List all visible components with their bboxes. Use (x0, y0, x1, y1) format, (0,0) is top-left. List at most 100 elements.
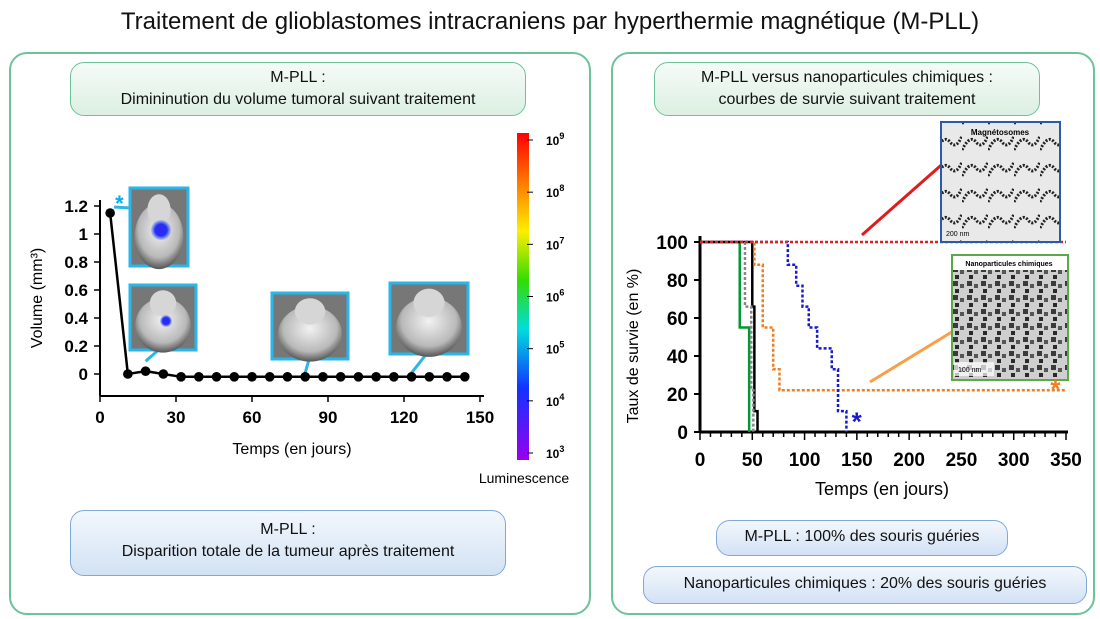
luminescence-spot (160, 315, 172, 327)
survival-significance-star: * (852, 407, 863, 437)
survival-x-tick-label: 150 (841, 450, 873, 471)
survival-x-tick-label: 200 (893, 450, 925, 471)
survival-series-line (700, 240, 1066, 392)
mouse-head (147, 194, 171, 226)
result-box-mpll: M-PLL : 100% des souris guéries (716, 520, 1008, 556)
survival-x-tick-label: 100 (789, 450, 821, 471)
right-header-line2: courbes de survie suivant traitement (718, 91, 976, 108)
volume-data-point (442, 372, 452, 382)
left-header-box: M-PLL : Dimininution du volume tumoral s… (70, 62, 526, 116)
mouse-luminescence-image (128, 186, 190, 270)
survival-y-tick-label: 60 (667, 309, 688, 330)
mouse-luminescence-image (388, 281, 470, 357)
survival-x-axis-label: Temps (en jours) (815, 479, 949, 499)
luminescence-spot (151, 220, 171, 240)
volume-data-point (406, 372, 417, 382)
survival-y-tick-label: 40 (667, 347, 688, 368)
colorbar-tick-label: 103 (546, 444, 564, 461)
volume-data-point (211, 372, 222, 382)
volume-x-tick-label: 60 (243, 408, 262, 427)
volume-x-axis-label: Temps (en jours) (232, 441, 351, 458)
nanoparticles-title: Nanoparticules chimiques (965, 261, 1052, 268)
colorbar-tick-label: 109 (546, 131, 564, 148)
volume-data-point (176, 372, 186, 382)
mouse-head (294, 298, 326, 325)
left-footer-line2: Disparition totale de la tumeur après tr… (121, 543, 455, 560)
volume-y-tick-label: 1 (79, 225, 88, 244)
survival-y-axis-label: Taux de survie (en %) (625, 269, 642, 424)
survival-y-tick-label: 80 (667, 271, 688, 292)
left-footer-line1: M-PLL : (260, 521, 316, 538)
volume-x-tick-label: 150 (466, 408, 494, 427)
right-header-line1: M-PLL versus nanoparticules chimiques : (701, 69, 993, 86)
volume-data-point (389, 372, 399, 382)
volume-data-point (229, 372, 240, 382)
volume-data-point (371, 372, 381, 382)
volume-data-point (300, 372, 311, 382)
volume-data-point (424, 372, 435, 382)
colorbar-tick-label: 107 (546, 235, 564, 252)
volume-data-point (140, 366, 151, 377)
colorbar-label: Luminescence (479, 470, 569, 486)
volume-data-point (194, 372, 204, 382)
callout-line (114, 205, 131, 210)
volume-x-tick-label: 120 (390, 408, 418, 427)
survival-significance-star: * (1050, 374, 1061, 404)
colorbar-tick-label: 105 (546, 340, 564, 357)
magnetosomes-inset: Magnétosomes 200 nm (940, 121, 1061, 243)
survival-x-tick-label: 350 (1050, 450, 1082, 471)
callout-line-magnetosomes (861, 158, 948, 237)
survival-chart: 0 20 40 60 80 100 0 50 100 150 200 250 300 350 Temps (… (625, 121, 1082, 499)
result-box-nanoparticles: Nanoparticules chimiques : 20% des souri… (643, 566, 1087, 604)
volume-data-point (105, 208, 115, 218)
mouse-luminescence-image (270, 291, 350, 362)
mouse-head (149, 290, 177, 317)
nanoparticles-inset: Nanoparticules chimiques 100 nm (951, 254, 1069, 381)
result-mpll-text: M-PLL : 100% des souris guéries (744, 528, 980, 545)
callout-line-nanoparticles (869, 328, 956, 384)
page-title: Traitement de glioblastomes intracranien… (120, 8, 980, 35)
volume-y-axis-label: Volume (mm³) (29, 248, 46, 348)
survival-x-tick-label: 250 (946, 450, 978, 471)
survival-series-line (700, 240, 755, 432)
volume-y-tick-label: 1.2 (64, 197, 88, 216)
volume-data-point (318, 372, 328, 382)
survival-x-tick-label: 300 (998, 450, 1030, 471)
left-header-line1: M-PLL : (270, 69, 326, 86)
right-header-box: M-PLL versus nanoparticules chimiques : … (654, 62, 1040, 116)
volume-data-point (353, 372, 364, 382)
volume-x-tick-label: 0 (95, 408, 104, 427)
volume-y-tick-label: 0.8 (64, 253, 88, 272)
colorbar-tick-label: 106 (546, 288, 564, 305)
mouse-body (278, 306, 342, 362)
mouse-luminescence-image (128, 283, 198, 353)
survival-series-line (700, 240, 751, 432)
survival-series-line (700, 240, 848, 432)
nanoparticles-scale: 100 nm (958, 367, 982, 374)
left-header-line2: Dimininution du volume tumoral suivant t… (120, 91, 476, 108)
volume-y-tick-label: 0.6 (64, 281, 88, 300)
volume-significance-star: * (115, 191, 124, 216)
volume-data-point (282, 372, 293, 382)
mouse-body (396, 297, 462, 357)
magnetosomes-title: Magnétosomes (971, 128, 1030, 137)
mouse-head (413, 288, 445, 318)
survival-x-tick-label: 0 (695, 450, 706, 471)
luminescence-colorbar (517, 133, 529, 460)
magnetosomes-scale: 200 nm (946, 231, 970, 238)
volume-data-point (158, 369, 169, 379)
volume-data-point (460, 372, 470, 382)
volume-x-tick-label: 30 (167, 408, 186, 427)
volume-x-tick-label: 90 (319, 408, 338, 427)
volume-y-tick-label: 0 (79, 365, 88, 384)
result-nanoparticles-text: Nanoparticules chimiques : 20% des souri… (683, 575, 1047, 592)
volume-y-tick-label: 0.2 (64, 337, 88, 356)
volume-data-point (264, 372, 275, 382)
volume-data-point (123, 369, 133, 379)
survival-x-tick-label: 50 (742, 450, 763, 471)
left-footer-box: M-PLL : Disparition totale de la tumeur … (70, 510, 506, 576)
survival-y-tick-label: 100 (656, 233, 688, 254)
volume-y-tick-label: 0.4 (64, 309, 88, 328)
colorbar-tick-label: 108 (546, 183, 564, 200)
colorbar-tick-label: 104 (546, 392, 564, 409)
